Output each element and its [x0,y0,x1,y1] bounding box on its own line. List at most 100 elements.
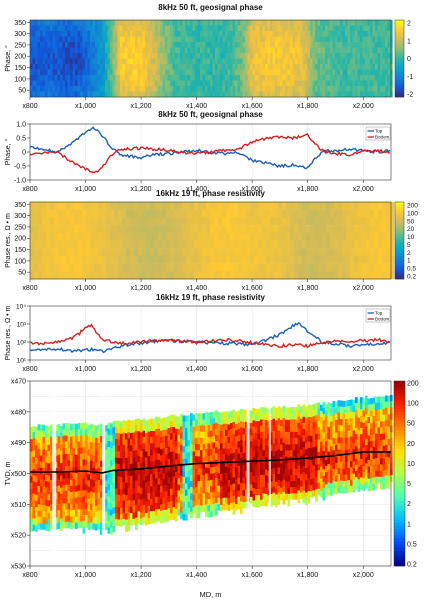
heatmap-cell [365,92,368,98]
heatmap-cell [168,48,171,54]
heatmap-cell [74,248,78,256]
heatmap-cell [140,494,143,500]
heatmap-cell [133,432,136,438]
colorbar-swatch [395,204,404,206]
heatmap-cell [143,455,146,461]
heatmap-cell [203,53,206,59]
heatmap-cell [140,469,143,475]
heatmap-cell [338,53,341,59]
heatmap-cell [313,42,316,48]
heatmap-cell [113,64,116,70]
heatmap-cell [368,26,371,32]
heatmap-cell [98,486,101,492]
heatmap-cell [163,430,166,436]
heatmap-cell [48,439,51,445]
heatmap-cell [83,53,86,59]
heatmap-cell [188,483,191,489]
heatmap-cell [180,470,183,476]
heatmap-cell [233,440,236,446]
heatmap-cell [290,81,293,87]
heatmap-cell [314,233,318,241]
heatmap-cell [165,467,168,473]
heatmap-cell [333,70,336,76]
heatmap-cell [150,511,153,517]
heatmap-cell [188,440,191,446]
heatmap-cell [95,450,98,456]
heatmap-cell [250,466,253,472]
heatmap-cell [295,42,298,48]
heatmap-cell [53,48,56,54]
heatmap-cell [102,248,106,256]
heatmap-cell [113,507,116,513]
heatmap-cell [178,248,182,256]
heatmap-cell [213,418,216,424]
heatmap-cell [135,75,138,81]
heatmap-cell [83,42,86,48]
heatmap-cell [273,419,276,425]
heatmap-cell [82,225,86,233]
heatmap-cell [200,64,203,70]
heatmap-cell [140,37,143,43]
heatmap-cell [230,20,233,26]
heatmap-cell [73,454,76,460]
heatmap-cell [275,427,278,433]
heatmap-cell [363,92,366,98]
heatmap-cell [78,92,81,98]
heatmap-cell [365,31,368,37]
heatmap-cell [385,48,388,54]
heatmap-cell [46,241,50,249]
heatmap-cell [73,436,76,442]
heatmap-cell [214,217,218,225]
heatmap-cell [198,469,201,475]
heatmap-cell [285,81,288,87]
heatmap-cell [263,438,266,444]
heatmap-cell [348,64,351,70]
heatmap-cell [300,20,303,26]
heatmap-cell [330,20,333,26]
heatmap-cell [260,75,263,81]
heatmap-cell [105,456,108,462]
heatmap-cell [208,75,211,81]
heatmap-cell [140,86,143,92]
heatmap-cell [333,26,336,32]
heatmap-cell [200,487,203,493]
heatmap-cell [45,53,48,59]
colorbar-swatch [395,64,404,66]
heatmap-cell [165,442,168,448]
heatmap-cell [223,412,226,418]
heatmap-cell [118,20,121,26]
heatmap-cell [263,407,266,413]
heatmap-cell [270,81,273,87]
heatmap-cell [118,256,122,264]
heatmap-cell [88,431,91,437]
heatmap-cell [110,264,114,272]
heatmap-cell [60,59,63,65]
heatmap-cell [115,501,118,507]
heatmap-cell [148,20,151,26]
heatmap-cell [274,202,278,210]
heatmap-cell [163,485,166,491]
heatmap-cell [250,42,253,48]
heatmap-cell [125,501,128,507]
heatmap-cell [205,486,208,492]
heatmap-cell [160,480,163,486]
heatmap-cell [200,86,203,92]
heatmap-cell [275,408,278,414]
heatmap-cell [245,53,248,59]
heatmap-cell [265,469,268,475]
heatmap-cell [105,505,108,511]
heatmap-cell [348,92,351,98]
heatmap-cell [95,481,98,487]
heatmap-cell [85,460,88,466]
heatmap-cell [213,92,216,98]
heatmap-cell [38,443,41,449]
heatmap-cell [278,437,281,443]
heatmap-cell [42,241,46,249]
heatmap-cell [38,241,42,249]
heatmap-cell [218,20,221,26]
heatmap-cell [125,42,128,48]
heatmap-cell [208,48,211,54]
heatmap-cell [54,256,58,264]
heatmap-cell [175,37,178,43]
heatmap-cell [33,426,36,432]
